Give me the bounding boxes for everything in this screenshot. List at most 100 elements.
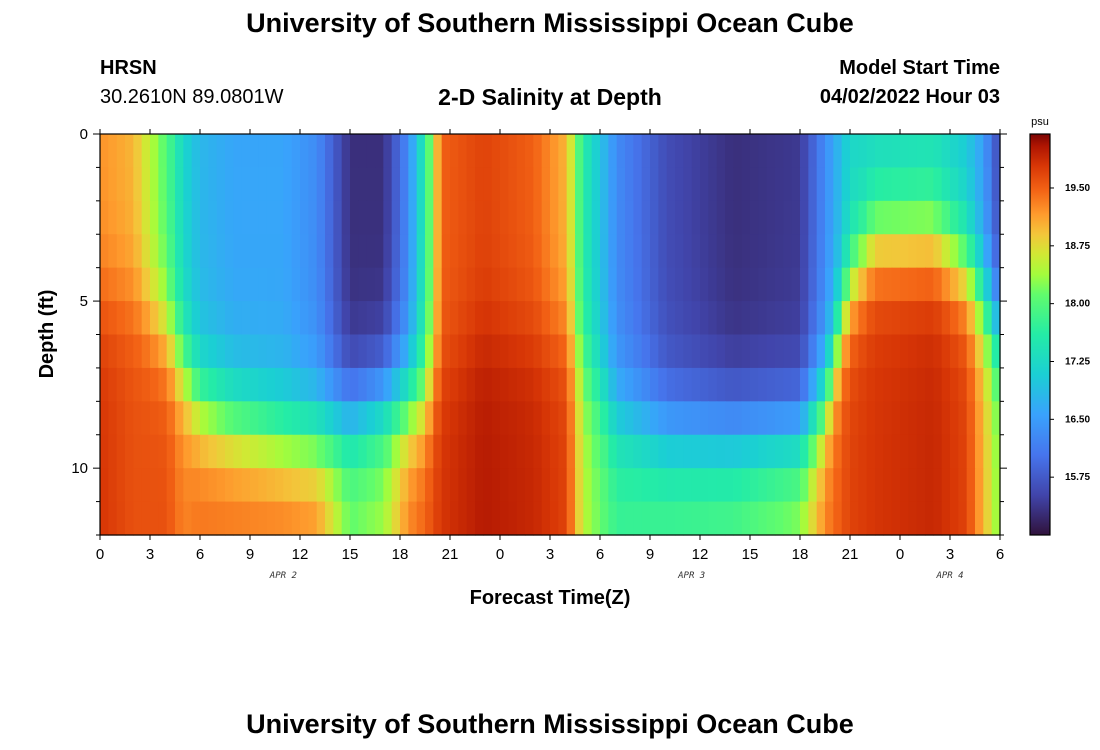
- heatmap-cell: [758, 267, 768, 302]
- heatmap-cell: [241, 434, 251, 469]
- heatmap-cell: [383, 468, 393, 503]
- heatmap-cell: [691, 501, 701, 536]
- heatmap-cell: [475, 367, 484, 402]
- heatmap-cell: [158, 501, 168, 536]
- heatmap-cell: [833, 501, 843, 536]
- heatmap-cell: [650, 167, 659, 202]
- heatmap-cell: [691, 267, 701, 302]
- heatmap-cell: [608, 267, 618, 302]
- heatmap-cell: [508, 334, 518, 369]
- heatmap-cell: [708, 334, 718, 369]
- x-tick-label: 0: [496, 546, 504, 563]
- heatmap-cell: [283, 468, 293, 503]
- heatmap-cell: [250, 334, 259, 369]
- heatmap-cell: [783, 301, 793, 336]
- heatmap-cell: [583, 501, 593, 536]
- heatmap-cell: [658, 468, 668, 503]
- heatmap-cell: [558, 367, 568, 402]
- heatmap-cell: [208, 200, 218, 235]
- heatmap-cell: [833, 200, 843, 235]
- heatmap-cell: [325, 267, 334, 302]
- heatmap-cell: [450, 401, 459, 436]
- heatmap-cell: [425, 434, 434, 469]
- heatmap-cell: [308, 334, 318, 369]
- heatmap-cell: [191, 200, 201, 235]
- heatmap-cell: [208, 234, 218, 269]
- heatmap-cell: [283, 334, 293, 369]
- heatmap-cell: [908, 401, 918, 436]
- heatmap-cell: [883, 234, 893, 269]
- heatmap-cell: [866, 167, 876, 202]
- heatmap-cell: [558, 234, 568, 269]
- heatmap-cell: [150, 267, 159, 302]
- heatmap-cell: [666, 134, 676, 169]
- heatmap-cell: [941, 401, 951, 436]
- heatmap-cell: [675, 200, 684, 235]
- heatmap-cell: [800, 501, 809, 536]
- heatmap-cell: [408, 334, 418, 369]
- heatmap-cell: [625, 301, 634, 336]
- heatmap-cell: [875, 234, 884, 269]
- heatmap-cell: [908, 334, 918, 369]
- footer-title: University of Southern Mississippi Ocean…: [246, 709, 854, 739]
- heatmap-cell: [675, 301, 684, 336]
- heatmap-cell: [300, 167, 309, 202]
- heatmap-cell: [575, 434, 584, 469]
- heatmap-cell: [400, 134, 409, 169]
- heatmap-cell: [191, 501, 201, 536]
- heatmap-cell: [733, 134, 743, 169]
- heatmap-cell: [125, 501, 134, 536]
- heatmap-cell: [408, 367, 418, 402]
- heatmap-cell: [883, 134, 893, 169]
- heatmap-cell: [800, 200, 809, 235]
- heatmap-cell: [625, 401, 634, 436]
- heatmap-cell: [691, 334, 701, 369]
- heatmap-cell: [200, 334, 209, 369]
- heatmap-cell: [708, 234, 718, 269]
- heatmap-cell: [258, 234, 268, 269]
- heatmap-cell: [225, 134, 234, 169]
- heatmap-cell: [991, 501, 1001, 536]
- heatmap-cell: [216, 301, 226, 336]
- heatmap-cell: [958, 234, 968, 269]
- heatmap-cell: [200, 301, 209, 336]
- heatmap-cell: [183, 200, 193, 235]
- heatmap-cell: [775, 134, 784, 169]
- heatmap-cell: [916, 501, 926, 536]
- heatmap-cell: [158, 468, 168, 503]
- heatmap-cell: [508, 468, 518, 503]
- heatmap-cell: [800, 167, 809, 202]
- heatmap-cell: [166, 434, 176, 469]
- heatmap-cell: [441, 234, 451, 269]
- heatmap-cell: [891, 167, 901, 202]
- heatmap-cell: [475, 167, 484, 202]
- heatmap-cell: [958, 501, 968, 536]
- heatmap-cell: [991, 468, 1001, 503]
- heatmap-cell: [133, 334, 143, 369]
- heatmap-cell: [233, 334, 243, 369]
- heatmap-cell: [658, 401, 668, 436]
- heatmap-cell: [108, 468, 118, 503]
- heatmap-cell: [158, 301, 168, 336]
- x-tick-label: 3: [946, 546, 954, 563]
- heatmap-cell: [616, 200, 626, 235]
- heatmap-cell: [366, 301, 376, 336]
- heatmap-cell: [841, 468, 851, 503]
- heatmap-cell: [725, 301, 734, 336]
- heatmap-cell: [733, 200, 743, 235]
- x-tick-label: 12: [692, 546, 709, 563]
- heatmap-cell: [391, 434, 401, 469]
- heatmap-cell: [183, 234, 193, 269]
- heatmap-cell: [116, 434, 126, 469]
- heatmap-cell: [900, 200, 909, 235]
- heatmap-cell: [350, 301, 359, 336]
- heatmap-cell: [766, 434, 776, 469]
- heatmap-cell: [641, 468, 651, 503]
- heatmap-cell: [333, 301, 343, 336]
- heatmap-cell: [916, 468, 926, 503]
- heatmap-cell: [366, 367, 376, 402]
- heatmap-cell: [958, 267, 968, 302]
- heatmap-cell: [566, 234, 576, 269]
- heatmap-cell: [758, 501, 768, 536]
- heatmap-cell: [633, 267, 643, 302]
